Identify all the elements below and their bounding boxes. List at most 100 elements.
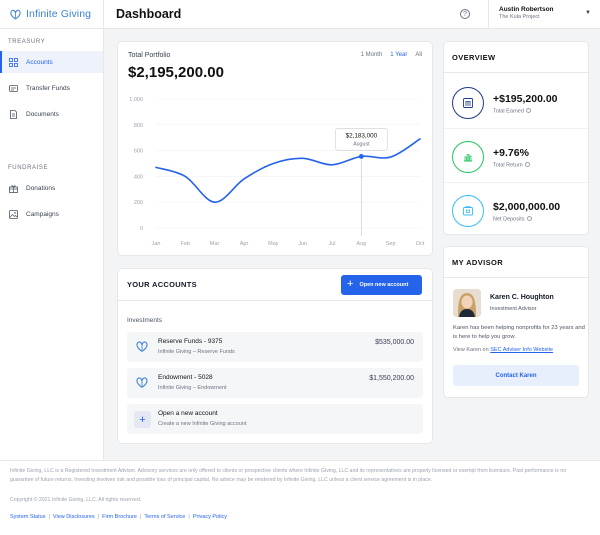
image-icon xyxy=(8,209,18,219)
x-tick-label: Apr xyxy=(240,241,249,247)
document-icon xyxy=(8,109,18,119)
open-new-account-row[interactable]: + Open a new account Create a new Infini… xyxy=(127,404,423,434)
help-icon[interactable]: ? xyxy=(460,9,470,19)
x-tick-label: May xyxy=(268,241,279,247)
infinite-giving-logo-icon xyxy=(136,341,148,352)
sidebar-item-documents[interactable]: Documents xyxy=(0,103,103,125)
tooltip-value: $2,183,000 xyxy=(346,132,378,139)
range-tab-all[interactable]: All xyxy=(415,52,422,58)
avatar xyxy=(453,289,481,317)
user-org: The Kula Project xyxy=(499,13,540,20)
investments-label: Investments xyxy=(127,317,163,324)
advisor-bio: Karen has been helping nonprofits for 23… xyxy=(453,325,585,340)
account-subtitle: Infinite Giving – Reserve Funds xyxy=(158,349,235,355)
new-account-subtitle: Create a new Infinite Giving account xyxy=(158,421,247,427)
divider xyxy=(444,128,588,129)
footer-link-terms[interactable]: Terms of Service xyxy=(144,514,186,520)
sidebar-item-accounts[interactable]: Accounts xyxy=(0,51,103,73)
info-icon[interactable] xyxy=(525,108,531,113)
contact-advisor-button[interactable]: Contact Karen xyxy=(453,365,579,386)
portfolio-total: $2,195,200.00 xyxy=(128,64,224,81)
account-row-endowment[interactable]: Endowment - 5028 Infinite Giving – Endow… xyxy=(127,368,423,398)
sidebar-item-transfer-funds[interactable]: Transfer Funds xyxy=(0,77,103,99)
net-deposits-value: $2,000,000.00 xyxy=(493,201,561,213)
range-tab-1-year[interactable]: 1 Year xyxy=(390,52,408,58)
sidebar-item-label: Accounts xyxy=(26,58,53,66)
new-account-title: Open a new account xyxy=(158,410,218,417)
y-tick-label: 600 xyxy=(134,149,143,155)
sidebar-section-fundraise: FUNDRAISE xyxy=(8,165,49,171)
user-name: Austin Robertson xyxy=(499,5,554,13)
brand-logo[interactable]: Infinite Giving xyxy=(0,0,104,29)
plus-icon: + xyxy=(134,411,151,428)
brand-name: Infinite Giving xyxy=(26,8,92,20)
total-earned-label: Total Earned xyxy=(493,108,531,115)
footer-links: System Status | View Disclosures | Firm Br… xyxy=(10,514,228,520)
account-value: $1,550,200.00 xyxy=(369,375,414,382)
footer-link-privacy[interactable]: Privacy Policy xyxy=(192,514,228,520)
grid-icon xyxy=(8,57,18,67)
account-name: Reserve Funds - 9375 xyxy=(158,338,223,345)
portfolio-label: Total Portfolio xyxy=(128,52,171,59)
advisor-link-text: View Karen on SEC Adviser Info Website xyxy=(453,347,554,353)
sidebar-item-donations[interactable]: Donations xyxy=(0,177,103,199)
open-new-account-button[interactable]: + Open new account xyxy=(341,274,422,295)
data-point-highlight xyxy=(358,154,364,159)
advisor-title: MY ADVISOR xyxy=(444,247,588,278)
accounts-header: YOUR ACCOUNTS + Open new account xyxy=(118,269,432,301)
tooltip-month: August xyxy=(353,141,370,147)
net-deposits-label: Net Deposits xyxy=(493,216,532,223)
account-value: $535,000.00 xyxy=(375,339,414,346)
y-tick-label: 200 xyxy=(134,200,143,206)
y-tick-label: 800 xyxy=(134,123,143,129)
x-tick-label: Jun xyxy=(298,241,307,247)
x-tick-label: Aug xyxy=(356,241,366,247)
advisor-name: Karen C. Houghton xyxy=(490,294,554,301)
y-tick-label: 400 xyxy=(134,174,143,180)
footer: Infinite Giving, LLC is a Registered Inv… xyxy=(0,460,600,535)
account-name: Endowment - 5028 xyxy=(158,374,213,381)
total-return-value: +9.76% xyxy=(493,147,529,159)
account-subtitle: Infinite Giving – Endowment xyxy=(158,385,227,391)
x-tick-label: Jan xyxy=(152,241,161,247)
footer-link-disclosures[interactable]: View Disclosures xyxy=(52,514,95,520)
sidebar-section-treasury: TREASURY xyxy=(8,39,46,45)
footer-disclaimer: Infinite Giving, LLC is a Registered Inv… xyxy=(10,468,567,483)
info-icon[interactable] xyxy=(526,216,532,221)
x-tick-label: Oct xyxy=(416,241,425,247)
top-bar: Dashboard ? Austin Robertson The Kula Pr… xyxy=(104,0,600,29)
footer-copyright: Copyright © 2021 Infinite Giving, LLC. A… xyxy=(10,497,142,503)
y-tick-label: 0 xyxy=(140,226,143,232)
sidebar-item-campaigns[interactable]: Campaigns xyxy=(0,203,103,225)
total-earned-value: +$195,200.00 xyxy=(493,93,558,105)
x-tick-label: Mar xyxy=(210,241,220,247)
wallet-icon xyxy=(452,195,484,227)
x-tick-label: Feb xyxy=(181,241,190,247)
plus-icon: + xyxy=(347,278,354,290)
portfolio-chart-card: Total Portfolio $2,195,200.00 1 Month 1 … xyxy=(117,41,433,256)
portfolio-line-chart: 1,000 800 600 400 200 0 Jan Feb Mar Apr May Jun Jul A… xyxy=(129,97,425,247)
sidebar-item-label: Documents xyxy=(26,110,59,118)
advisor-role: Investment Advisor xyxy=(490,306,537,312)
divider xyxy=(444,182,588,183)
overview-net-deposits: $2,000,000.00 Net Deposits xyxy=(452,195,582,231)
overview-title: OVERVIEW xyxy=(444,42,588,73)
total-return-label: Total Return xyxy=(493,162,530,169)
transfer-icon xyxy=(8,83,18,93)
user-menu[interactable]: Austin Robertson The Kula Project ▼ xyxy=(488,0,600,29)
chart-tooltip xyxy=(334,128,388,151)
info-icon[interactable] xyxy=(524,162,530,167)
advisor-card: MY ADVISOR Karen C. Houghton Investment … xyxy=(443,246,589,398)
range-tabs: 1 Month 1 Year All xyxy=(361,52,422,58)
overview-total-earned: +$195,200.00 Total Earned xyxy=(452,87,582,123)
footer-link-firm-brochure[interactable]: Firm Brochure xyxy=(102,514,137,520)
overview-card: OVERVIEW +$195,200.00 Total Earned +9.76… xyxy=(443,41,589,235)
range-tab-1-month[interactable]: 1 Month xyxy=(360,52,383,58)
gift-icon xyxy=(8,183,18,193)
account-row-reserve[interactable]: Reserve Funds - 9375 Infinite Giving – R… xyxy=(127,332,423,362)
footer-link-system-status[interactable]: System Status xyxy=(10,514,46,520)
infinite-giving-logo-icon xyxy=(10,9,21,20)
sec-adviser-link[interactable]: SEC Adviser Info Website xyxy=(490,347,554,353)
x-tick-label: Jul xyxy=(328,241,335,247)
sidebar: TREASURY Accounts Transfer Funds Documen… xyxy=(0,29,104,460)
